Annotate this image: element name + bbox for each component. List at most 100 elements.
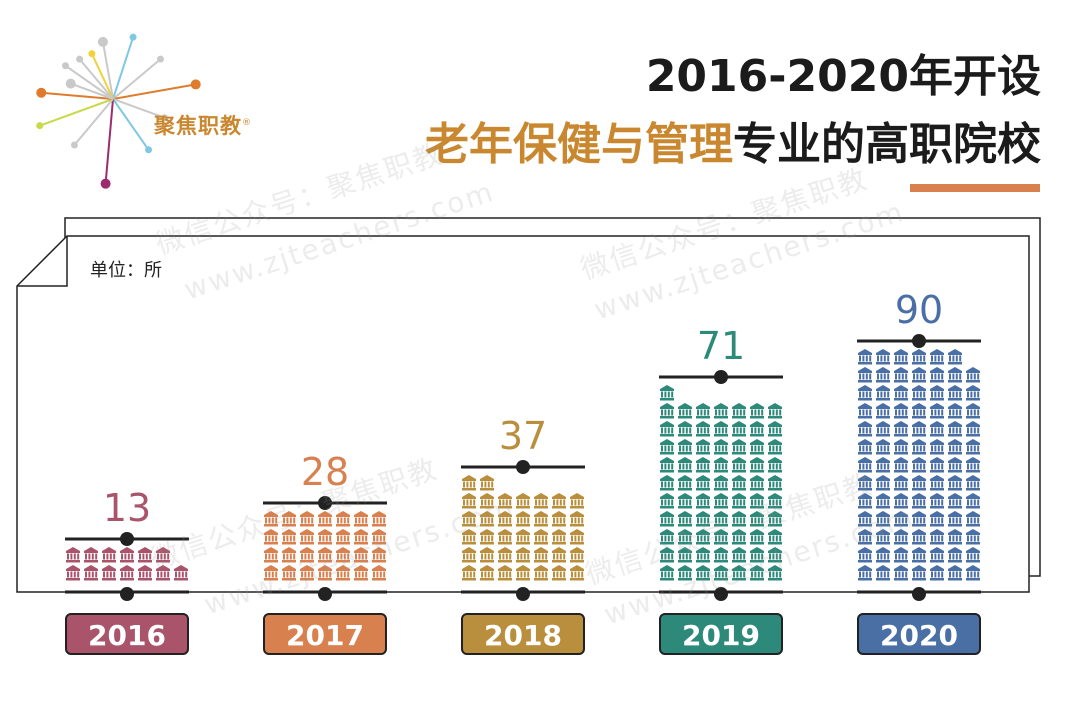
building-icon — [876, 403, 890, 419]
building-icon — [930, 529, 944, 545]
building-icon — [696, 493, 710, 509]
logo-ray — [112, 83, 196, 100]
building-icon — [282, 565, 296, 581]
building-icon — [858, 367, 872, 383]
building-icon — [876, 565, 890, 581]
logo-dot — [88, 50, 96, 58]
building-icon — [120, 565, 134, 581]
title-accent-bar — [910, 184, 1040, 192]
building-icon — [876, 421, 890, 437]
bars: 13 28 37 71 90 — [65, 288, 981, 601]
building-icon — [930, 403, 944, 419]
building-icon — [534, 529, 548, 545]
building-icon — [354, 547, 368, 563]
building-icon — [714, 457, 728, 473]
building-icon — [966, 421, 980, 437]
building-icon — [516, 529, 530, 545]
building-icon — [948, 457, 962, 473]
building-icon — [516, 493, 530, 509]
building-icon — [714, 529, 728, 545]
building-icon — [516, 565, 530, 581]
building-icon — [912, 511, 926, 527]
building-icon — [966, 385, 980, 401]
bar-top-dot — [120, 532, 134, 546]
building-icon — [282, 529, 296, 545]
bar-group-2020: 90 — [857, 288, 981, 601]
building-icon — [732, 511, 746, 527]
building-icon — [462, 547, 476, 563]
building-icon — [768, 457, 782, 473]
building-icon — [768, 421, 782, 437]
building-icon — [156, 565, 170, 581]
logo-dot — [100, 178, 111, 189]
building-icon — [138, 565, 152, 581]
logo-dot — [97, 36, 108, 47]
building-icon — [534, 565, 548, 581]
building-icon — [966, 529, 980, 545]
building-icon — [696, 529, 710, 545]
building-icon — [948, 385, 962, 401]
value-label-2016: 13 — [103, 486, 151, 530]
bar-group-2019: 71 — [659, 324, 783, 601]
building-icon — [660, 385, 674, 401]
bar-group-2017: 28 — [263, 450, 387, 601]
logo-ray — [112, 98, 166, 119]
building-icon — [714, 475, 728, 491]
building-icon — [858, 565, 872, 581]
building-icon — [660, 421, 674, 437]
building-icon — [750, 547, 764, 563]
building-icon — [768, 439, 782, 455]
logo-text-main: 聚焦职教 — [154, 114, 242, 138]
building-icon — [354, 565, 368, 581]
building-icon — [732, 547, 746, 563]
building-icon — [966, 439, 980, 455]
building-icon — [750, 457, 764, 473]
building-icon — [966, 403, 980, 419]
building-icon — [858, 547, 872, 563]
building-icon — [660, 439, 674, 455]
building-icon — [750, 529, 764, 545]
building-icon — [660, 403, 674, 419]
building-icon — [966, 457, 980, 473]
building-icon — [876, 457, 890, 473]
building-icon — [552, 547, 566, 563]
building-icon — [696, 511, 710, 527]
logo-ray — [73, 98, 114, 146]
bar-top-dot — [516, 460, 530, 474]
building-icon — [84, 565, 98, 581]
year-badge-2019: 2019 — [659, 613, 783, 655]
logo-ray — [104, 98, 114, 184]
building-icon — [750, 511, 764, 527]
building-icon — [858, 349, 872, 365]
building-icon — [318, 547, 332, 563]
logo-dot — [190, 79, 201, 90]
building-icon — [498, 547, 512, 563]
building-icon — [732, 403, 746, 419]
logo-dot — [156, 55, 164, 63]
building-icon — [768, 493, 782, 509]
building-icon — [714, 565, 728, 581]
logo-ray — [78, 58, 114, 100]
building-icon — [966, 565, 980, 581]
bar-top-dot — [714, 370, 728, 384]
building-icon — [102, 547, 116, 563]
building-icon — [462, 565, 476, 581]
building-icon — [678, 511, 692, 527]
building-icon — [912, 493, 926, 509]
building-icon — [714, 547, 728, 563]
building-icon — [912, 457, 926, 473]
building-icon — [462, 493, 476, 509]
building-icon — [930, 457, 944, 473]
building-icon — [318, 511, 332, 527]
building-icon — [570, 547, 584, 563]
building-icon — [894, 493, 908, 509]
value-label-2019: 71 — [697, 324, 745, 368]
building-icon — [894, 439, 908, 455]
logo-ray — [70, 82, 114, 100]
building-icon — [264, 529, 278, 545]
building-icon — [66, 547, 80, 563]
building-icon — [948, 565, 962, 581]
building-icon — [714, 493, 728, 509]
building-icon — [174, 565, 188, 581]
building-icon — [876, 475, 890, 491]
